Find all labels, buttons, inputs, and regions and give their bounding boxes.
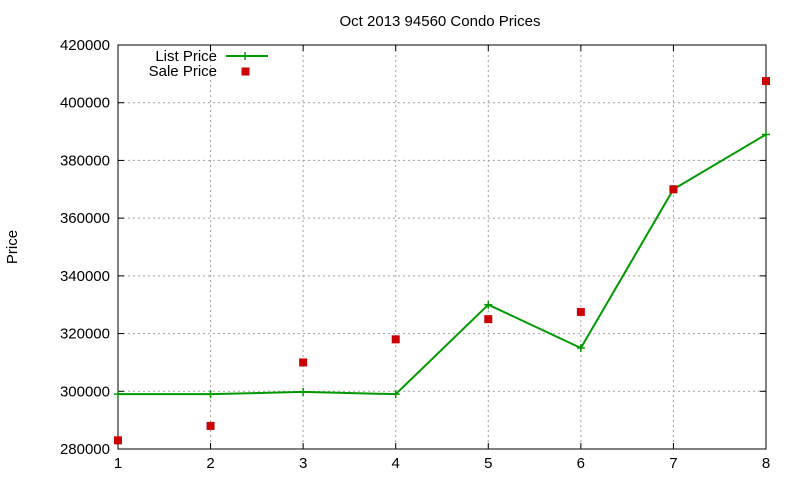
legend: List Price Sale Price: [149, 48, 268, 80]
y-tick-label: 340000: [60, 268, 110, 285]
sale-price-point: [299, 358, 308, 367]
list-price-point: [576, 344, 585, 352]
y-tick-label: 360000: [60, 210, 110, 227]
x-tick-label: 5: [484, 455, 492, 472]
legend-label-list-price: List Price: [155, 48, 217, 65]
y-tick-label: 320000: [60, 326, 110, 343]
list-price-point: [484, 300, 493, 309]
sale-price-point: [484, 315, 493, 324]
sale-price-point: [669, 185, 678, 194]
x-tick-label: 3: [299, 455, 307, 472]
x-tick-label: 8: [762, 455, 770, 472]
y-tick-label: 420000: [60, 37, 110, 54]
grid: [118, 45, 766, 449]
sale-price-point: [762, 77, 770, 86]
sale-price-point: [576, 307, 585, 316]
chart-title: Oct 2013 94560 Condo Prices: [340, 13, 541, 30]
y-axis-label: Price: [4, 230, 21, 264]
sale-price-point: [391, 335, 400, 344]
legend-marker-list-price: [241, 52, 249, 60]
list-price-point: [391, 390, 400, 399]
list-price-point: [206, 390, 215, 399]
list-price-point: [299, 387, 308, 396]
x-tick-label: 1: [114, 455, 122, 472]
list-price-point: [762, 130, 770, 139]
y-tick-label: 400000: [60, 95, 110, 112]
legend-label-sale-price: Sale Price: [149, 63, 217, 80]
series-layer: [114, 77, 770, 445]
y-tick-label: 300000: [60, 383, 110, 400]
x-tick-label: 6: [577, 455, 585, 472]
x-tick-label: 4: [392, 455, 400, 472]
sale-price-point: [206, 421, 215, 430]
y-tick-label: 380000: [60, 152, 110, 169]
sale-price-point: [114, 436, 122, 445]
plot-frame: [117, 44, 767, 450]
x-tick-label: 7: [669, 455, 677, 472]
list-price-line: [118, 133, 767, 396]
x-tick-label: 2: [206, 455, 214, 472]
list-price-point: [114, 390, 122, 399]
legend-marker-sale-price: [241, 67, 250, 76]
y-tick-label: 280000: [60, 441, 110, 458]
